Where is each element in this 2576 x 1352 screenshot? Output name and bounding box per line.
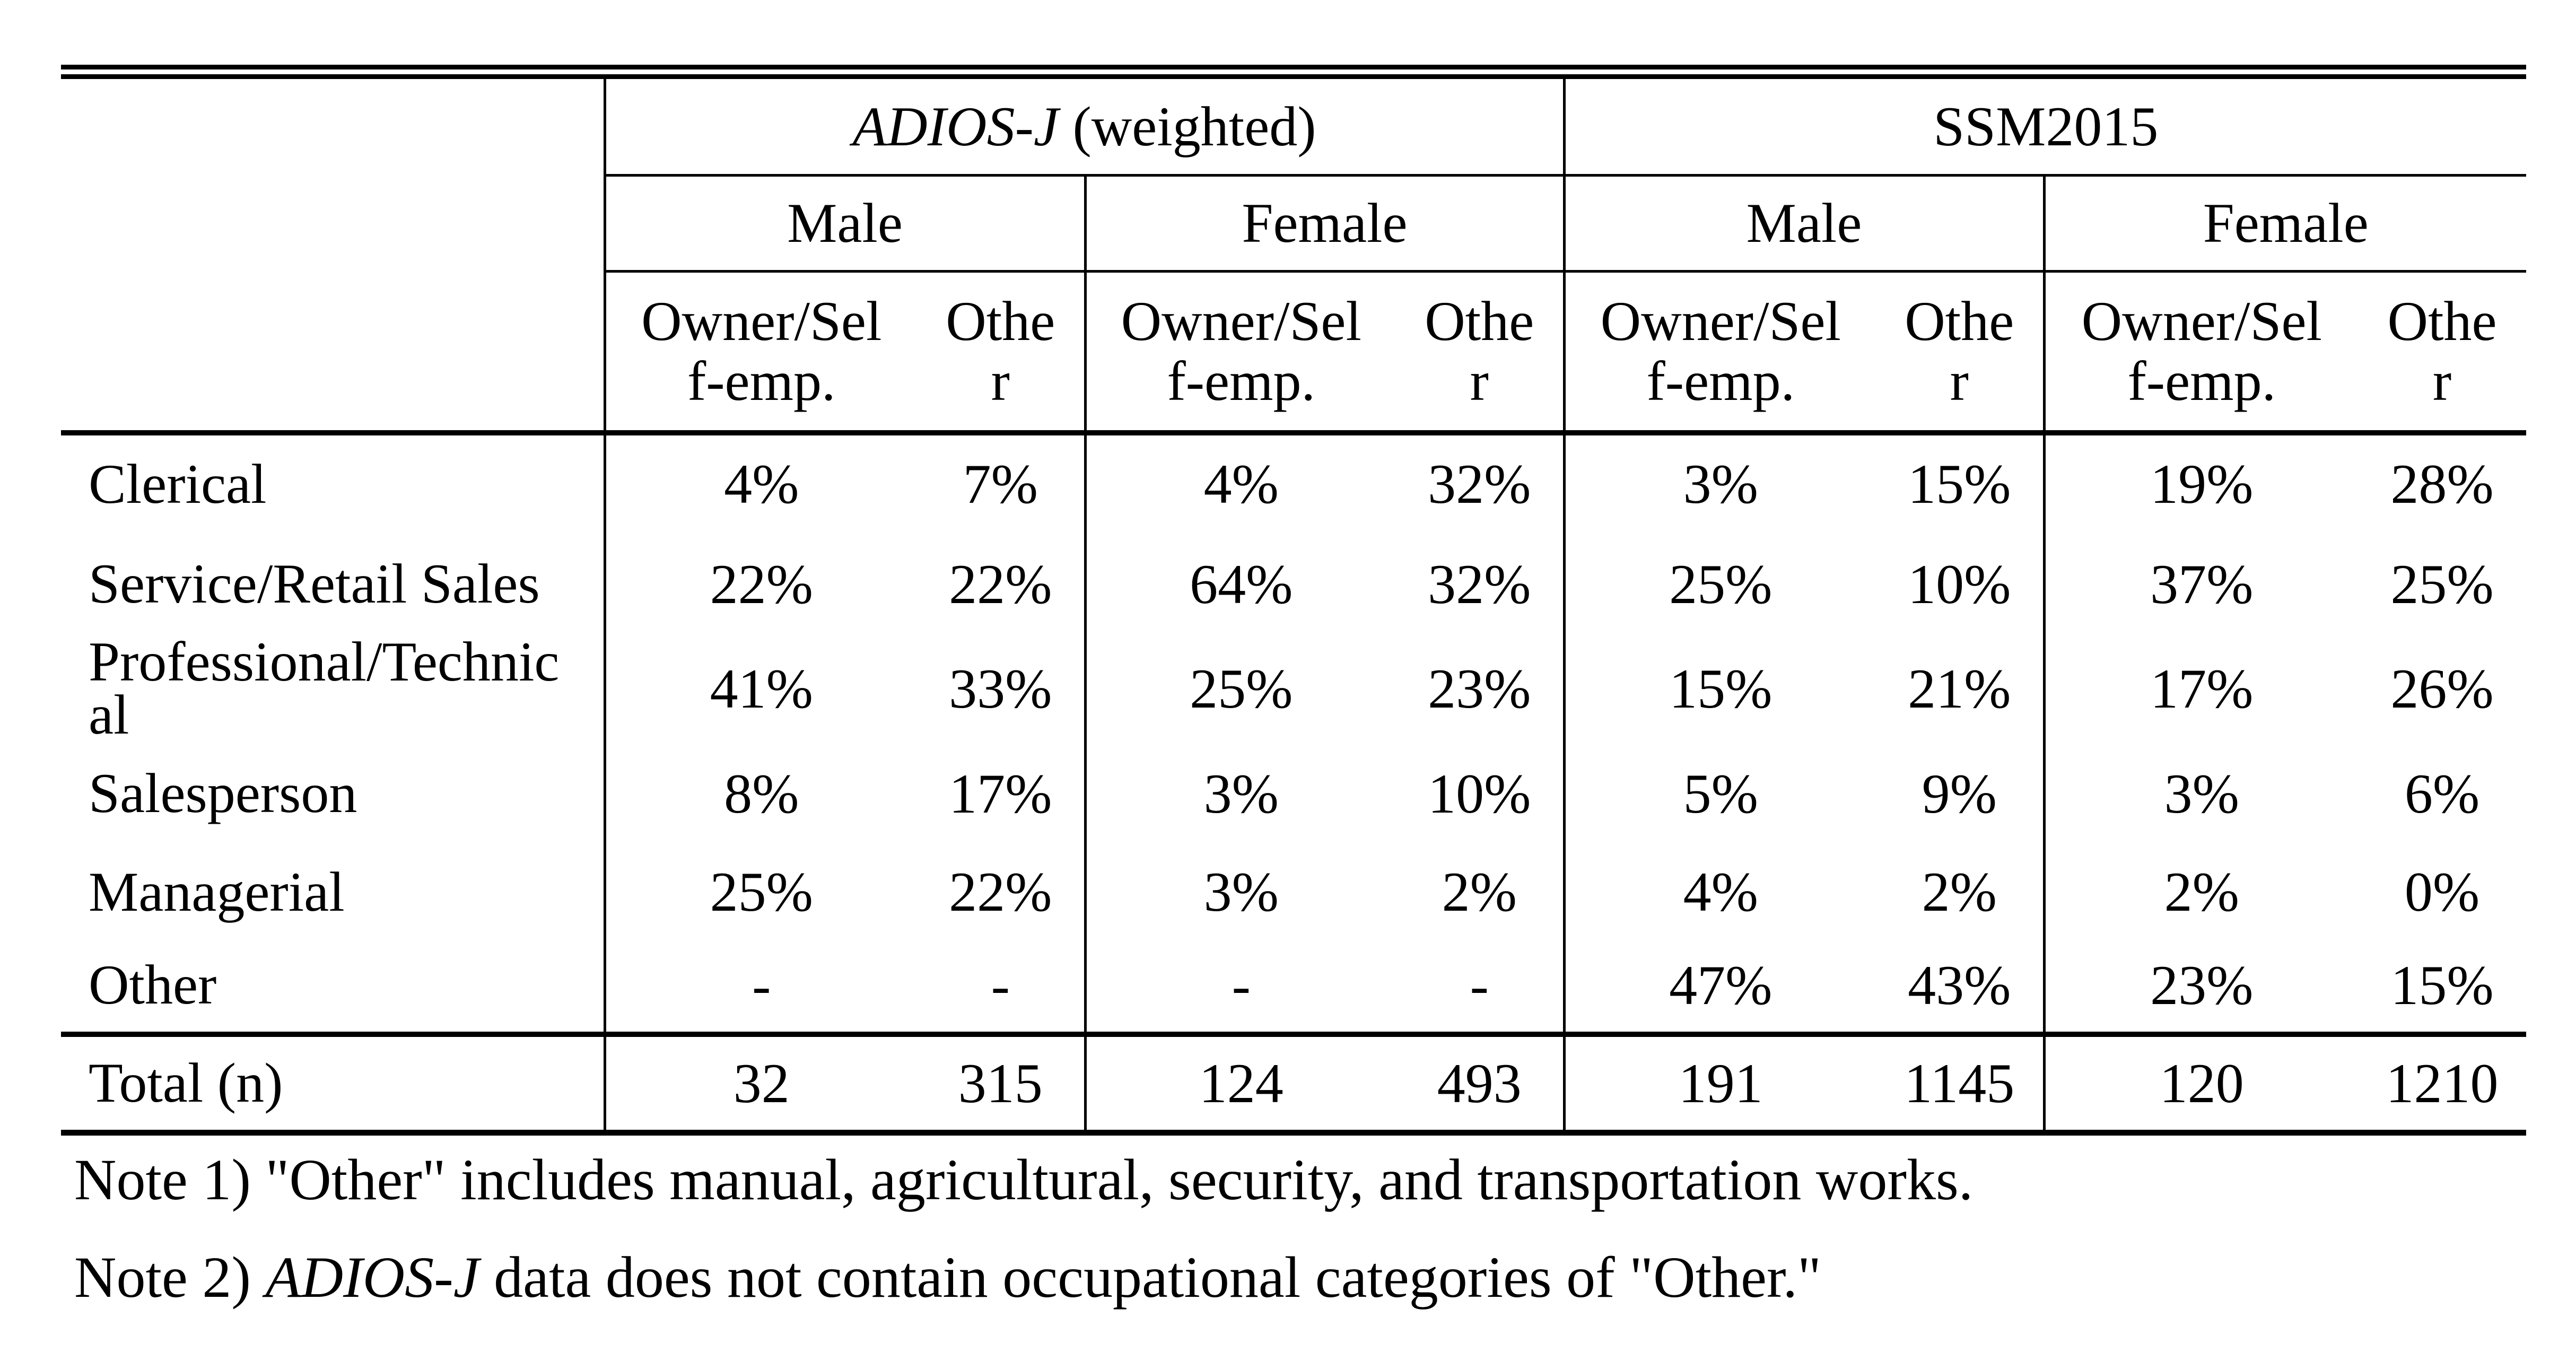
value-cell: 2% bbox=[2164, 861, 2239, 923]
value-cell: 41% bbox=[710, 657, 813, 720]
value-cell: 4% bbox=[1683, 861, 1758, 923]
total-row: Total (n) 32 315 124 493 191 1145 120 12… bbox=[61, 1034, 2527, 1136]
value-cell: 6% bbox=[2404, 762, 2480, 825]
gender-header-adios-female: Female bbox=[1085, 175, 1566, 273]
value-cell: 22% bbox=[710, 553, 813, 615]
row-label: Salesperson bbox=[61, 742, 606, 845]
value-cell: - bbox=[917, 938, 1087, 1037]
total-value-cell: 120 bbox=[2044, 1034, 2359, 1136]
row-label: Professional/Technic al bbox=[61, 633, 606, 743]
gender-header-ssm-male: Male bbox=[1564, 175, 2046, 273]
value-cell: 3% bbox=[2164, 762, 2239, 825]
value-cell: 22% bbox=[917, 845, 1087, 939]
total-value-cell: 315 bbox=[917, 1034, 1087, 1136]
row-label: Clerical bbox=[61, 432, 606, 534]
value-cell: 25% bbox=[1669, 553, 1772, 615]
row-label: Managerial bbox=[61, 845, 606, 939]
value-cell: 5% bbox=[1683, 762, 1758, 825]
value-cell: 10% bbox=[1396, 742, 1566, 845]
subcol-header-owner: Owner/Sel f-emp. bbox=[1085, 271, 1396, 435]
table-row: Professional/Technic al 41% 33% 25% 23% … bbox=[61, 633, 2526, 743]
total-value-cell: 1145 bbox=[1876, 1034, 2046, 1136]
value-cell: 8% bbox=[724, 762, 799, 825]
subcol-header-owner: Owner/Sel f-emp. bbox=[1564, 271, 1876, 435]
row-label: Other bbox=[61, 938, 606, 1037]
value-cell: 22% bbox=[917, 533, 1087, 635]
subcol-header-owner: Owner/Sel f-emp. bbox=[2044, 271, 2359, 435]
value-cell: 2% bbox=[1876, 845, 2046, 939]
value-cell: 28% bbox=[2390, 453, 2494, 516]
value-cell: 15% bbox=[1669, 657, 1772, 720]
value-cell: 47% bbox=[1564, 938, 1876, 1037]
value-cell: 43% bbox=[1876, 938, 2046, 1037]
value-cell: 25% bbox=[710, 861, 813, 923]
subcol-header-other: Othe r bbox=[917, 271, 1087, 435]
total-value-cell: 493 bbox=[1396, 1034, 1566, 1136]
study-header-ssm2015: SSM2015 bbox=[1564, 72, 2527, 177]
value-cell: 9% bbox=[1876, 742, 2046, 845]
total-value-cell: 32 bbox=[605, 1034, 917, 1136]
value-cell: 26% bbox=[2390, 657, 2494, 720]
table-row: Other - - - - 47% 43% 23% 15% bbox=[61, 938, 2527, 1037]
value-cell: 15% bbox=[2358, 938, 2527, 1037]
header-row-gender: Male Female Male Female bbox=[61, 175, 2527, 273]
subcol-header-other: Othe r bbox=[2358, 271, 2527, 435]
header-row-study: ADIOS-J (weighted) SSM2015 bbox=[61, 72, 2527, 435]
value-cell: 21% bbox=[1876, 635, 2046, 742]
value-cell: 32% bbox=[1396, 533, 1566, 635]
value-cell: - bbox=[1085, 938, 1396, 1037]
total-value-cell: 1210 bbox=[2358, 1034, 2527, 1136]
value-cell: 17% bbox=[917, 742, 1087, 845]
total-value-cell: 191 bbox=[1564, 1034, 1876, 1136]
value-cell: 17% bbox=[2150, 657, 2254, 720]
gender-header-adios-male: Male bbox=[605, 175, 1087, 273]
subcol-header-other: Othe r bbox=[1396, 271, 1566, 435]
value-cell: 3% bbox=[1203, 762, 1279, 825]
total-row-label: Total (n) bbox=[61, 1034, 606, 1136]
table-row: Clerical 4% 7% 4% 32% 3% 15% 19% 28% bbox=[61, 432, 2526, 534]
note-2-study-name: ADIOS-J bbox=[265, 1245, 479, 1310]
table-row: Service/Retail Sales 22% 22% 64% 32% 25%… bbox=[61, 533, 2526, 635]
gender-header-ssm-female: Female bbox=[2044, 175, 2527, 273]
table-notes: Note 1) "Other" includes manual, agricul… bbox=[74, 1145, 2514, 1340]
note-2-prefix: Note 2) bbox=[74, 1245, 266, 1310]
occupation-table-wrap: ADIOS-J (weighted) SSM2015 Male Female M… bbox=[61, 65, 2527, 1136]
value-cell: 15% bbox=[1876, 432, 2046, 534]
note-2-suffix: data does not contain occupational categ… bbox=[479, 1245, 1821, 1310]
subcol-header-other: Othe r bbox=[1876, 271, 2046, 435]
occupation-distribution-table: ADIOS-J (weighted) SSM2015 Male Female M… bbox=[61, 65, 2527, 1136]
value-cell: 64% bbox=[1190, 553, 1293, 615]
value-cell: - bbox=[1396, 938, 1566, 1037]
value-cell: 4% bbox=[724, 453, 799, 516]
value-cell: 10% bbox=[1876, 533, 2046, 635]
note-1: Note 1) "Other" includes manual, agricul… bbox=[74, 1147, 1974, 1212]
stub-header-cell bbox=[61, 72, 606, 435]
value-cell: 3% bbox=[1683, 453, 1758, 516]
value-cell: 7% bbox=[917, 432, 1087, 534]
value-cell: 23% bbox=[2044, 938, 2359, 1037]
subcol-header-owner: Owner/Sel f-emp. bbox=[605, 271, 917, 435]
value-cell: 3% bbox=[1203, 861, 1279, 923]
total-value-cell: 124 bbox=[1085, 1034, 1396, 1136]
table-row: Salesperson 8% 17% 3% 10% 5% 9% 3% 6% bbox=[61, 742, 2526, 845]
value-cell: 23% bbox=[1396, 635, 1566, 742]
header-row-employment: Owner/Sel f-emp. Othe r Owner/Sel f-emp.… bbox=[61, 271, 2527, 435]
row-label: Service/Retail Sales bbox=[61, 533, 606, 635]
study-header-adios: ADIOS-J (weighted) bbox=[605, 72, 1566, 177]
value-cell: - bbox=[605, 938, 917, 1037]
note-2: Note 2) ADIOS-J data does not contain oc… bbox=[74, 1242, 2514, 1312]
value-cell: 2% bbox=[1396, 845, 1566, 939]
value-cell: 0% bbox=[2404, 861, 2480, 923]
value-cell: 33% bbox=[917, 635, 1087, 742]
value-cell: 25% bbox=[2390, 553, 2494, 615]
value-cell: 4% bbox=[1203, 453, 1279, 516]
value-cell: 25% bbox=[1190, 657, 1293, 720]
value-cell: 32% bbox=[1396, 432, 1566, 534]
study-qualifier-adios: (weighted) bbox=[1058, 95, 1316, 158]
study-name-adios: ADIOS-J bbox=[852, 95, 1059, 158]
table-row: Managerial 25% 22% 3% 2% 4% 2% 2% 0% bbox=[61, 845, 2526, 939]
value-cell: 19% bbox=[2150, 453, 2254, 516]
value-cell: 37% bbox=[2150, 553, 2254, 615]
